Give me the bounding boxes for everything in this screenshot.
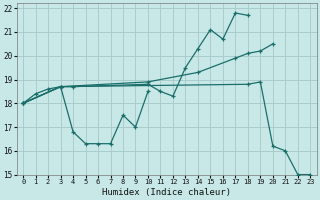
X-axis label: Humidex (Indice chaleur): Humidex (Indice chaleur) bbox=[102, 188, 231, 197]
